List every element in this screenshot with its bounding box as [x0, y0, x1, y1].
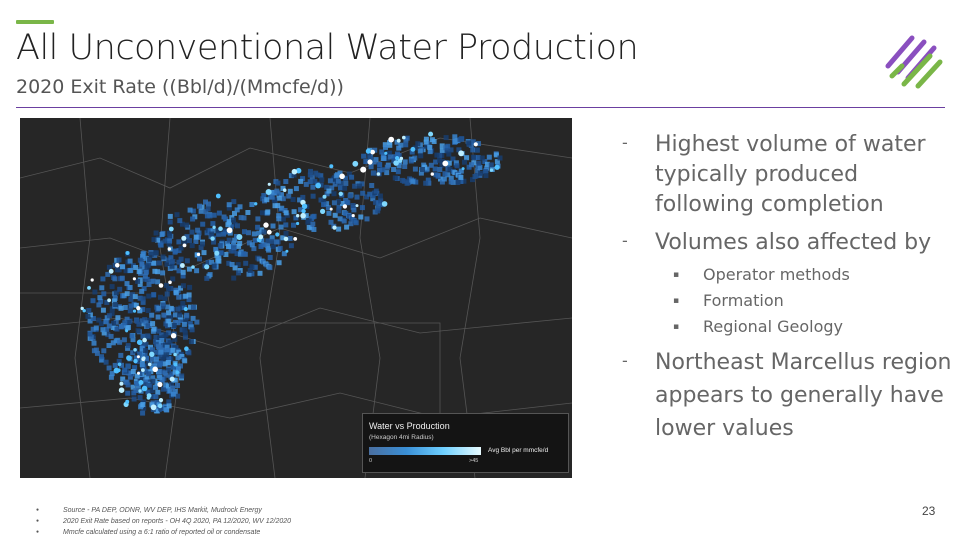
bullet-item: - Northeast Marcellus region appears to g… [622, 350, 952, 441]
sub-bullet-item: ▪ Formation [673, 291, 784, 310]
legend-unit-label: Avg Bbl per mmcfe/d [488, 447, 549, 454]
legend-max-label: >45 [469, 458, 479, 464]
legend-color-scale [369, 447, 481, 455]
legend-title: Water vs Production [369, 421, 450, 431]
page-number: 23 [922, 504, 936, 518]
source-note: Mmcfe calculated using a 6:1 ratio of re… [36, 527, 291, 538]
bullet-item: - Volumes also affected by [622, 230, 932, 255]
legend-subtitle: (Hexagon 4mi Radius) [369, 434, 434, 441]
sub-bullet-item: ▪ Regional Geology [673, 317, 843, 336]
slide-subtitle: 2020 Exit Rate ((Bbl/d)/(Mmcfe/d)) [16, 76, 344, 98]
header-divider [16, 107, 945, 108]
bullet-item: - Highest volume of water typically produ… [622, 132, 926, 217]
slide-title: All Unconventional Water Production [16, 28, 639, 68]
sub-bullet-item: ▪ Operator methods [673, 265, 850, 284]
source-notes: Source - PA DEP, ODNR, WV DEP, IHS Marki… [36, 505, 291, 538]
company-logo-icon [885, 35, 943, 89]
title-accent-bar [16, 20, 54, 24]
source-note: Source - PA DEP, ODNR, WV DEP, IHS Marki… [36, 505, 291, 516]
legend-min-label: 0 [369, 458, 373, 464]
map-legend: Water vs Production (Hexagon 4mi Radius)… [362, 413, 569, 473]
map-canvas [20, 118, 572, 478]
water-production-map: Water vs Production (Hexagon 4mi Radius)… [20, 118, 572, 478]
bullet-list: - Highest volume of water typically produ… [622, 130, 952, 453]
source-note: 2020 Exit Rate based on reports - OH 4Q … [36, 516, 291, 527]
